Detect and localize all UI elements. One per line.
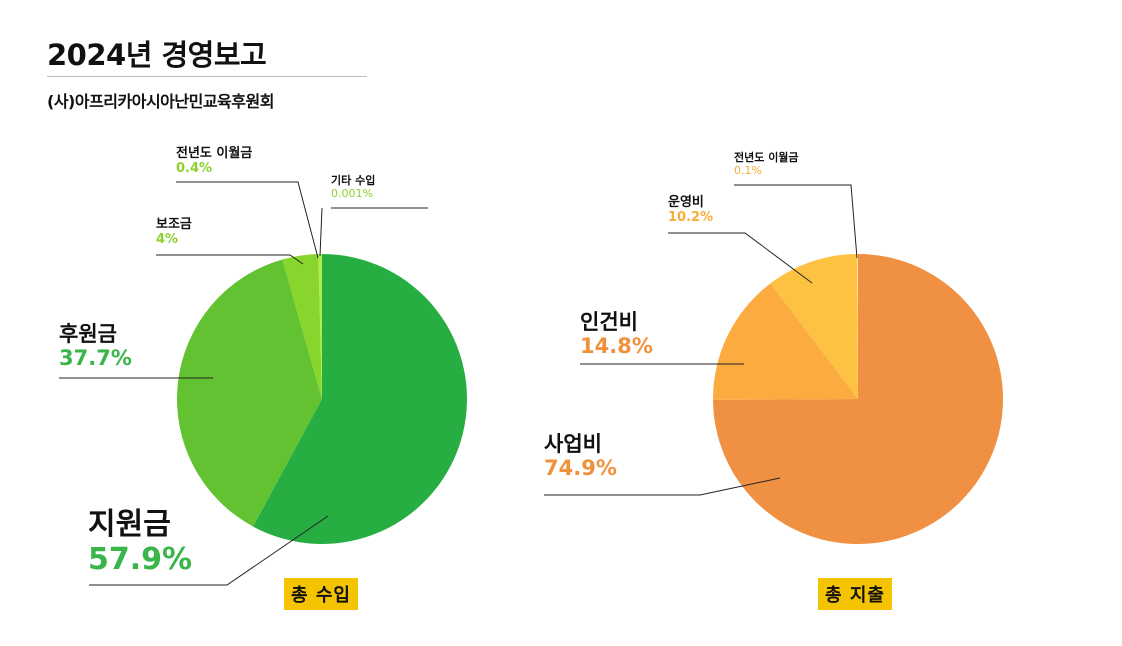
- expense-label-operating: 운영비 10.2%: [668, 195, 714, 226]
- slice-percent: 0.1%: [734, 163, 762, 177]
- leader-lines: [59, 181, 858, 586]
- expense-slice-0: [713, 254, 1003, 544]
- expense-slice-2: [770, 254, 858, 399]
- slice-name: 지원금: [88, 507, 171, 542]
- slice-name: 사업비: [544, 432, 602, 456]
- income-pie: [176, 254, 467, 544]
- report-title: 2024년 경영보고: [47, 38, 267, 72]
- slice-percent: 74.9%: [544, 456, 617, 481]
- income-label-other: 기타 수입 0.001%: [331, 174, 376, 200]
- leader-line-6: [544, 477, 781, 496]
- leader-line-5: [319, 207, 323, 257]
- income-label-donation: 후원금 37.7%: [59, 322, 132, 370]
- leader-line-8: [668, 232, 813, 284]
- leader-line-2: [156, 254, 304, 265]
- expense-total-badge: 총 지출: [818, 578, 892, 610]
- income-label-grant: 지원금 57.9%: [88, 507, 193, 577]
- income-total-badge: 총 수입: [284, 578, 358, 610]
- income-label-subsidy: 보조금 4%: [156, 217, 192, 248]
- slice-name: 보조금: [156, 217, 192, 232]
- slice-name: 운영비: [668, 195, 704, 210]
- slice-name: 전년도 이월금: [176, 146, 253, 161]
- income-label-carryover: 전년도 이월금 0.4%: [176, 146, 253, 177]
- slice-percent: 0.4%: [176, 160, 213, 176]
- slice-percent: 4%: [156, 231, 179, 247]
- slice-percent: 57.9%: [88, 541, 193, 577]
- income-slice-3: [318, 254, 322, 399]
- income-slice-1: [176, 259, 322, 527]
- expense-label-carryover: 전년도 이월금 0.1%: [734, 151, 799, 177]
- income-slice-2: [282, 254, 322, 399]
- slice-percent: 37.7%: [59, 346, 132, 371]
- income-slice-0: [252, 254, 467, 544]
- expense-slice-3: [857, 254, 858, 399]
- leader-line-0: [89, 515, 329, 586]
- expense-label-personnel: 인건비 14.8%: [580, 310, 653, 358]
- slice-percent: 10.2%: [668, 209, 714, 225]
- slice-percent: 14.8%: [580, 334, 653, 359]
- expense-label-program: 사업비 74.9%: [544, 432, 617, 480]
- title-divider: [47, 76, 367, 77]
- report-subtitle: (사)아프리카아시아난민교육후원회: [47, 92, 274, 111]
- expense-slice-1: [713, 283, 858, 400]
- slice-name: 후원금: [59, 322, 117, 346]
- slice-percent: 0.001%: [331, 186, 373, 200]
- expense-pie: [713, 254, 1003, 544]
- slice-name: 기타 수입: [331, 174, 376, 187]
- slice-name: 인건비: [580, 310, 638, 334]
- leader-line-3: [176, 181, 319, 259]
- slice-name: 전년도 이월금: [734, 151, 799, 164]
- leader-line-9: [734, 184, 858, 259]
